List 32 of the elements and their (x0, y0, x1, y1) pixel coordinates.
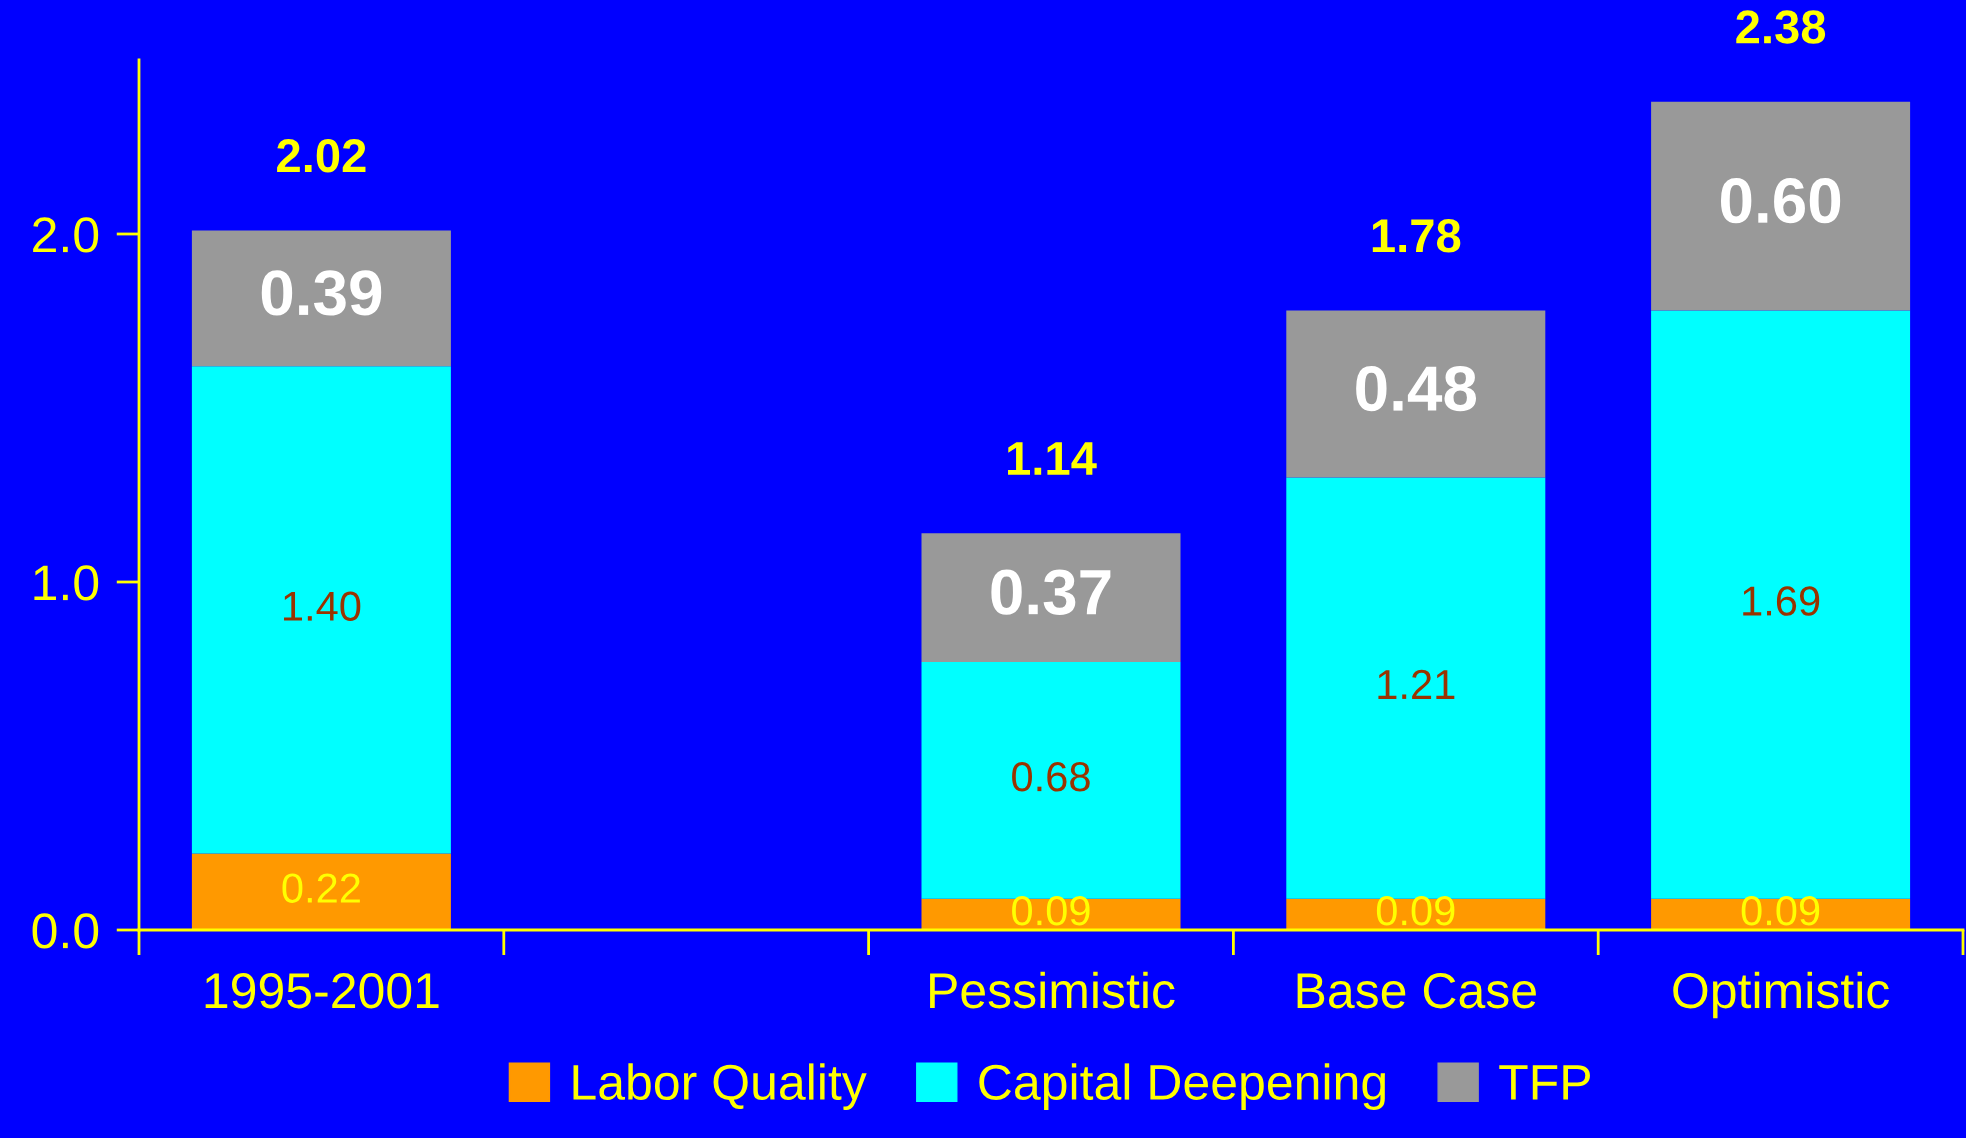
y-tick-label: 1.0 (34, 565, 99, 601)
legend-label: Labor Quality (573, 1063, 867, 1110)
data-label: 1.21 (1378, 669, 1455, 699)
bar (1651, 101, 1911, 311)
bar (921, 533, 1181, 663)
bar (191, 230, 451, 367)
data-label: 0.48 (1356, 365, 1477, 412)
data-label: 0.09 (1741, 896, 1820, 926)
total-label: 2.38 (1736, 10, 1826, 44)
y-tick-label: 0.0 (32, 913, 99, 949)
data-label: 1.69 (1743, 586, 1820, 616)
data-label: 0.68 (1012, 762, 1090, 792)
bar (1286, 310, 1546, 478)
data-label: 0.09 (1012, 896, 1090, 926)
bar (191, 366, 451, 854)
x-tick-label: Pessimistic (930, 971, 1175, 1009)
legend-label: Capital Deepening (979, 1063, 1385, 1110)
total-label: 1.14 (1008, 442, 1097, 475)
data-label: 0.60 (1720, 178, 1841, 224)
data-label: 0.39 (261, 270, 382, 316)
data-label: 1.40 (284, 591, 361, 622)
data-label: 0.09 (1376, 896, 1455, 926)
total-label: 1.78 (1372, 219, 1461, 253)
y-tick-label: 2.0 (33, 217, 99, 253)
total-label: 2.02 (277, 139, 366, 173)
x-tick-label: 1995-2001 (205, 972, 439, 1009)
x-tick-label: Optimistic (1673, 971, 1890, 1019)
bar (191, 853, 451, 930)
legend-label: TFP (1499, 1065, 1590, 1100)
x-tick-label: Base Case (1297, 972, 1536, 1009)
data-label: 0.22 (282, 873, 360, 903)
data-label: 0.37 (991, 569, 1111, 615)
